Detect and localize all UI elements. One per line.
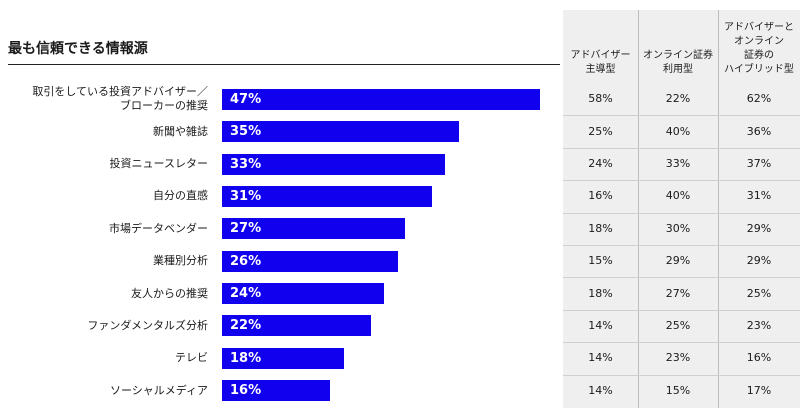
column-divider bbox=[718, 10, 719, 408]
row-divider bbox=[563, 213, 800, 214]
bar-value-label: 31% bbox=[230, 189, 262, 204]
bar-value-label: 24% bbox=[230, 286, 262, 301]
table-cell: 27% bbox=[665, 287, 691, 300]
row-divider bbox=[563, 310, 800, 311]
bar-value-label: 33% bbox=[230, 157, 262, 172]
table-cell: 17% bbox=[746, 384, 772, 397]
category-label: 自分の直感 bbox=[153, 189, 208, 202]
bar-value-label: 47% bbox=[230, 92, 262, 107]
table-column-header: アドバイザーと オンライン 証券の ハイブリッド型 bbox=[724, 22, 794, 75]
bar bbox=[222, 315, 371, 336]
bar bbox=[222, 283, 384, 304]
row-divider bbox=[563, 245, 800, 246]
category-label: 市場データベンダー bbox=[109, 222, 208, 235]
table-cell: 15% bbox=[588, 254, 613, 267]
bar-value-label: 35% bbox=[230, 124, 262, 139]
row-divider bbox=[563, 277, 800, 278]
bar bbox=[222, 186, 432, 207]
table-cell: 33% bbox=[665, 157, 691, 170]
table-cell: 23% bbox=[665, 351, 691, 364]
table-cell: 37% bbox=[746, 157, 772, 170]
row-divider bbox=[563, 375, 800, 376]
row-divider bbox=[563, 148, 800, 149]
table-cell: 22% bbox=[665, 92, 691, 105]
table-column-header: オンライン証券 利用型 bbox=[643, 50, 713, 75]
category-label: 投資ニュースレター bbox=[109, 157, 208, 170]
table-column-header: アドバイザー 主導型 bbox=[570, 50, 631, 75]
bar bbox=[222, 154, 445, 175]
table-column-background bbox=[718, 10, 800, 408]
table-cell: 25% bbox=[588, 125, 613, 138]
category-label: テレビ bbox=[175, 351, 208, 364]
table-cell: 24% bbox=[588, 157, 613, 170]
table-cell: 62% bbox=[746, 92, 772, 105]
table-cell: 40% bbox=[665, 189, 691, 202]
bar-value-label: 27% bbox=[230, 221, 262, 236]
table-cell: 15% bbox=[665, 384, 691, 397]
table-cell: 18% bbox=[588, 287, 613, 300]
bar bbox=[222, 121, 459, 142]
table-cell: 14% bbox=[588, 384, 613, 397]
bar-value-label: 26% bbox=[230, 254, 262, 269]
table-cell: 29% bbox=[746, 254, 772, 267]
bar-value-label: 16% bbox=[230, 383, 262, 398]
table-cell: 29% bbox=[746, 222, 772, 235]
row-divider bbox=[563, 180, 800, 181]
table-column-background bbox=[638, 10, 718, 408]
row-divider bbox=[563, 342, 800, 343]
bar-value-label: 22% bbox=[230, 318, 262, 333]
bar-value-label: 18% bbox=[230, 351, 262, 366]
bar bbox=[222, 348, 344, 369]
bar bbox=[222, 218, 405, 239]
table-cell: 25% bbox=[665, 319, 691, 332]
table-cell: 58% bbox=[588, 92, 613, 105]
table-cell: 25% bbox=[746, 287, 772, 300]
category-label: ソーシャルメディア bbox=[109, 384, 208, 397]
table-cell: 36% bbox=[746, 125, 772, 138]
category-label: 取引をしている投資アドバイザー／ ブローカーの推奨 bbox=[32, 85, 208, 112]
table-column-background bbox=[563, 10, 638, 408]
category-label: 業種別分析 bbox=[153, 254, 208, 267]
table-cell: 23% bbox=[746, 319, 772, 332]
bar bbox=[222, 251, 398, 272]
table-cell: 14% bbox=[588, 351, 613, 364]
table-cell: 29% bbox=[665, 254, 691, 267]
bar bbox=[222, 380, 330, 401]
category-label: 友人からの推奨 bbox=[131, 287, 208, 300]
table-cell: 16% bbox=[588, 189, 613, 202]
table-cell: 30% bbox=[665, 222, 691, 235]
table-cell: 16% bbox=[746, 351, 772, 364]
table-cell: 40% bbox=[665, 125, 691, 138]
table-cell: 31% bbox=[746, 189, 772, 202]
chart-title: 最も信頼できる情報源 bbox=[8, 41, 148, 57]
table-cell: 14% bbox=[588, 319, 613, 332]
category-label: 新聞や雑誌 bbox=[153, 125, 208, 138]
column-divider bbox=[638, 10, 639, 408]
row-divider bbox=[563, 115, 800, 116]
table-cell: 18% bbox=[588, 222, 613, 235]
bar bbox=[222, 89, 540, 110]
title-rule bbox=[8, 64, 560, 65]
category-label: ファンダメンタルズ分析 bbox=[87, 319, 208, 332]
